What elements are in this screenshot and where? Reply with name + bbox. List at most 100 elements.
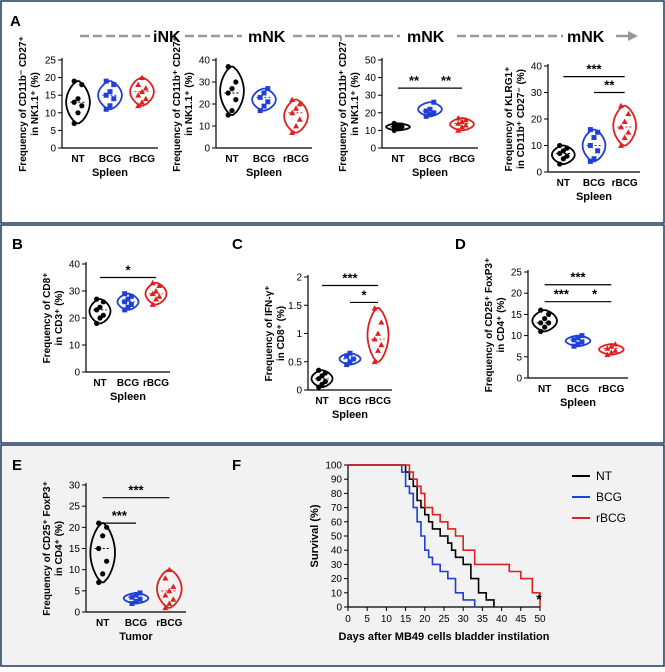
y-tick-label: 15 [69,544,81,555]
data-point-rbcg [378,319,385,325]
x-tick-label: BCG [419,154,441,165]
significance-label: *** [128,483,144,498]
data-point-bcg [103,106,109,112]
y-axis-label-line: Frequency of CD11b⁻ CD27⁺ [18,36,29,172]
data-point-rbcg [371,305,378,311]
significance-label: ** [604,78,615,93]
y-tick-label: 15 [45,91,57,102]
y-axis-label: Survival (%) [309,504,321,567]
violin-bcg [417,101,443,118]
violin-nt [88,298,112,325]
significance-label: *** [586,62,602,77]
data-point-nt [542,316,548,322]
y-tick-label: 70 [331,503,343,514]
y-tick-label: 100 [325,461,342,472]
y-axis-label: Frequency of CD8⁺in CD3⁺ (%) [42,273,65,364]
data-point-bcg [128,302,134,307]
data-point-rbcg [135,102,142,109]
y-axis-label: Frequency of CD25⁺ FoxP3⁺in CD4⁺ (%) [484,258,507,392]
panel-bcd-frame [0,224,665,444]
data-point-rbcg [142,95,149,102]
x-axis-label: Spleen [246,167,282,179]
data-point-bcg [129,601,135,607]
y-tick-label: 0 [516,374,522,385]
data-point-bcg [265,99,271,105]
data-point-nt [546,320,552,326]
violin-rbcg [449,117,475,132]
violin-nt [550,144,576,165]
data-point-rbcg [375,330,381,336]
data-point-bcg [257,94,263,100]
data-point-rbcg [459,123,465,130]
y-axis-label-line: in NK1.1⁺ (%) [350,72,361,136]
data-point-rbcg [149,279,156,286]
y-tick-label: 30 [69,287,81,298]
data-point-rbcg [139,99,145,105]
x-tick-label: 30 [458,614,470,625]
data-point-nt [538,320,544,326]
y-tick-label: 10 [69,565,81,576]
y-tick-label: 25 [45,56,57,67]
y-axis-label-line: in CD4⁺ (%) [54,521,65,576]
x-tick-label: rBCG [143,378,169,389]
survival-line-bcg [348,464,476,607]
data-point-nt [229,86,235,92]
x-tick-label: NT [96,618,109,629]
y-tick-label: 2 [296,273,302,284]
y-tick-label: 30 [331,560,343,571]
stage-label-mnk-2: mNK [407,29,445,46]
data-point-bcg [107,89,113,95]
y-tick-label: 50 [331,532,343,543]
x-tick-label: BCG [567,384,589,395]
y-tick-label: 40 [69,260,81,271]
data-point-rbcg [139,74,145,80]
data-point-rbcg [166,566,173,573]
y-tick-label: 0 [370,144,376,155]
y-tick-label: 10 [331,588,343,599]
data-point-bcg [427,106,433,112]
data-point-rbcg [371,336,378,342]
violin-rbcg [144,281,168,306]
y-tick-label: 20 [331,574,343,585]
y-tick-label: 40 [365,73,377,84]
x-tick-label: BCG [99,154,121,165]
y-tick-label: 40 [199,56,211,67]
data-point-nt [538,307,544,313]
data-point-nt [94,320,100,326]
x-tick-label: NT [71,154,84,165]
data-point-bcg [595,148,601,154]
significance-label: ** [409,73,420,88]
x-tick-label: BCG [583,178,605,189]
data-point-nt [322,378,328,385]
stage-label-mnk-3: mNK [567,29,605,46]
data-point-nt [96,579,102,585]
y-tick-label: 30 [365,91,377,102]
y-tick-label: 10 [365,126,377,137]
data-point-rbcg [162,575,169,581]
y-tick-label: 10 [45,108,57,119]
data-point-nt [96,545,102,552]
data-point-rbcg [166,587,173,594]
data-point-rbcg [618,142,625,148]
significance-label: *** [570,270,586,285]
violin-bcg [581,128,607,163]
data-point-rbcg [162,592,169,598]
x-tick-label: BCG [117,378,139,389]
legend-label-rbcg: rBCG [596,511,626,525]
panel-label-d: D [455,236,466,253]
data-point-rbcg [625,129,632,135]
x-tick-label: 35 [477,614,489,625]
x-tick-label: BCG [253,154,275,165]
y-tick-label: 0 [336,603,342,614]
data-point-rbcg [156,293,163,299]
panel-label-f: F [232,457,241,474]
stage-label-mnk-1: mNK [248,29,286,46]
data-point-nt [557,150,563,157]
data-point-nt [557,142,563,149]
data-point-nt [79,103,85,109]
data-point-rbcg [462,116,469,123]
data-point-rbcg [289,109,296,116]
